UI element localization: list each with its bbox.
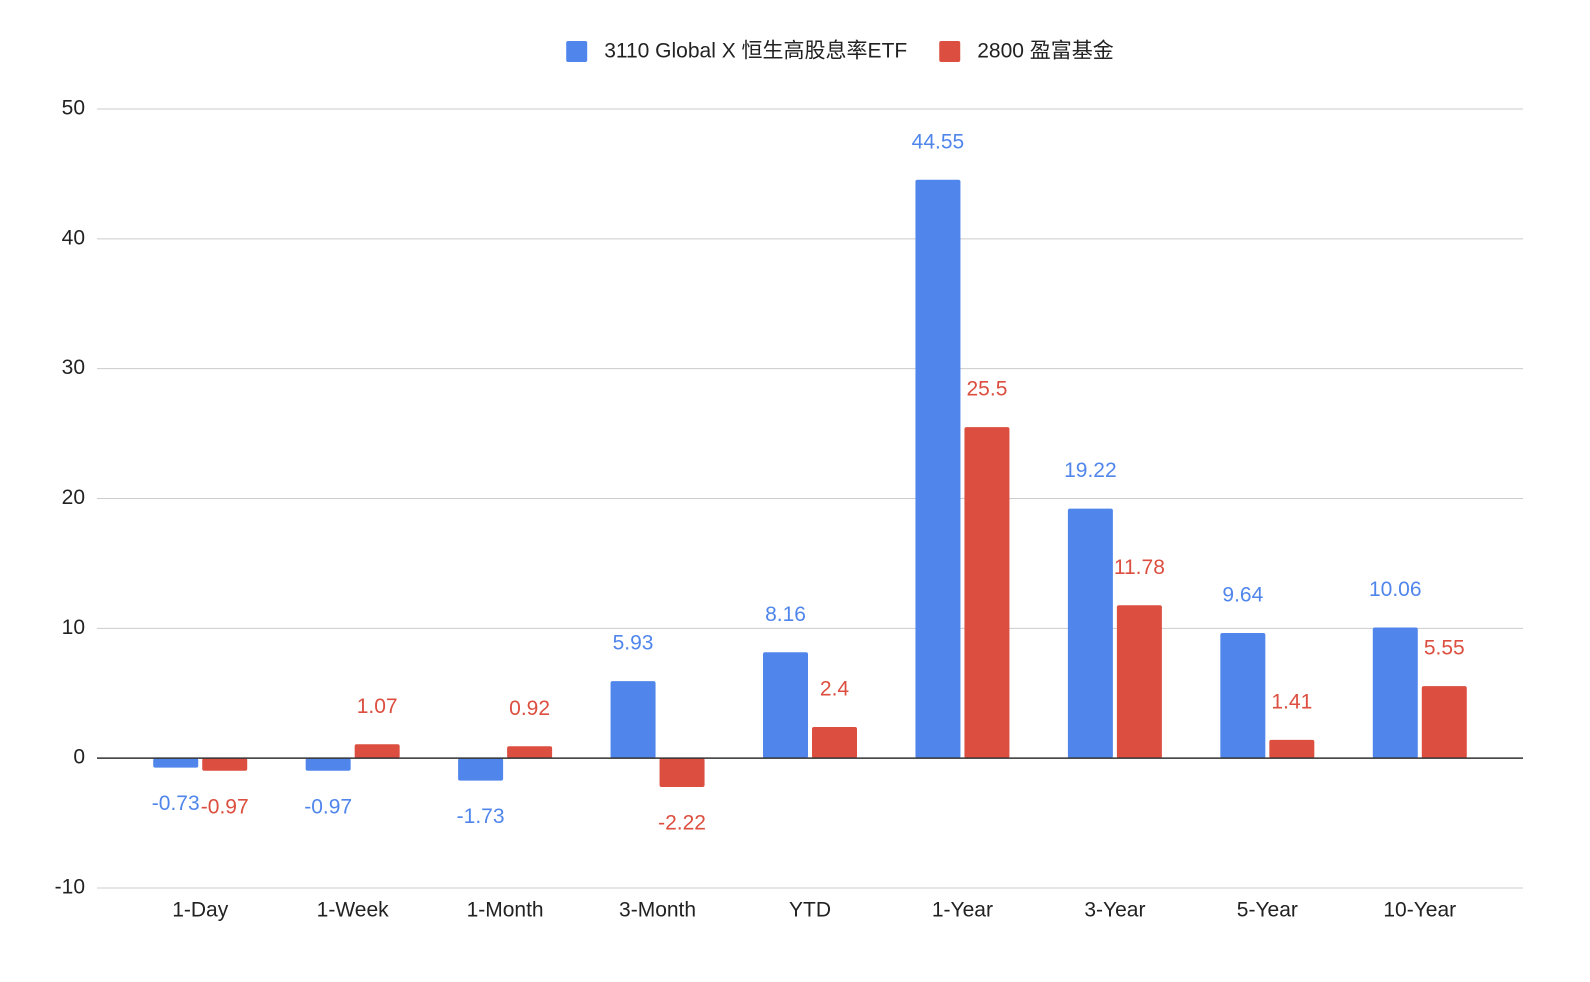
data-label: 25.5 xyxy=(967,378,1008,401)
x-tick-label: 1-Year xyxy=(932,899,993,922)
bar xyxy=(763,652,808,759)
bar xyxy=(1372,627,1418,759)
data-label: 11.78 xyxy=(1114,556,1165,579)
data-label: 9.64 xyxy=(1222,584,1263,607)
y-tick-label: 0 xyxy=(73,746,85,769)
bar xyxy=(610,681,656,759)
x-tick-label: 1-Day xyxy=(172,899,229,922)
data-label: -0.73 xyxy=(152,792,200,815)
data-label: 0.92 xyxy=(509,697,550,720)
bar xyxy=(659,758,705,787)
bar xyxy=(153,758,199,768)
data-label: 1.07 xyxy=(357,695,398,718)
y-tick-label: 10 xyxy=(62,616,85,639)
data-label: 5.55 xyxy=(1424,637,1465,660)
bar xyxy=(305,758,351,771)
x-tick-label: YTD xyxy=(789,899,831,922)
legend-label: 2800 盈富基金 xyxy=(977,40,1114,63)
data-label: 10.06 xyxy=(1369,578,1422,601)
y-tick-label: 50 xyxy=(62,97,85,120)
x-tick-label: 3-Month xyxy=(619,899,696,922)
data-label: -0.97 xyxy=(304,795,352,818)
bar xyxy=(1421,686,1467,759)
bar xyxy=(812,727,857,759)
bar xyxy=(964,427,1010,759)
bar xyxy=(1116,605,1162,759)
data-label: 2.4 xyxy=(820,678,850,701)
bar xyxy=(1067,508,1113,759)
legend-label: 3110 Global X 恒生高股息率ETF xyxy=(604,40,907,63)
data-label: -2.22 xyxy=(658,812,706,835)
bar xyxy=(1269,739,1315,759)
bar xyxy=(915,179,961,759)
legend-swatch xyxy=(566,41,588,62)
x-tick-label: 10-Year xyxy=(1383,899,1456,922)
bar xyxy=(458,758,504,781)
data-label: 5.93 xyxy=(613,632,654,655)
data-label: 1.41 xyxy=(1271,690,1312,713)
data-label: -1.73 xyxy=(457,805,505,828)
bar xyxy=(202,758,248,771)
bar xyxy=(1220,633,1266,759)
data-label: 44.55 xyxy=(912,130,965,153)
y-tick-label: 30 xyxy=(62,356,85,379)
y-tick-label: 20 xyxy=(62,486,85,509)
data-label: -0.97 xyxy=(201,795,249,818)
bar xyxy=(507,746,553,759)
data-label: 19.22 xyxy=(1064,459,1117,482)
x-tick-label: 1-Month xyxy=(467,899,544,922)
x-tick-label: 3-Year xyxy=(1084,899,1145,922)
y-tick-label: -10 xyxy=(55,876,85,899)
bar xyxy=(354,744,400,759)
x-tick-label: 5-Year xyxy=(1237,899,1298,922)
legend-swatch xyxy=(939,41,961,62)
data-label: 8.16 xyxy=(765,603,806,626)
y-tick-label: 40 xyxy=(62,226,85,249)
x-tick-label: 1-Week xyxy=(317,899,389,922)
